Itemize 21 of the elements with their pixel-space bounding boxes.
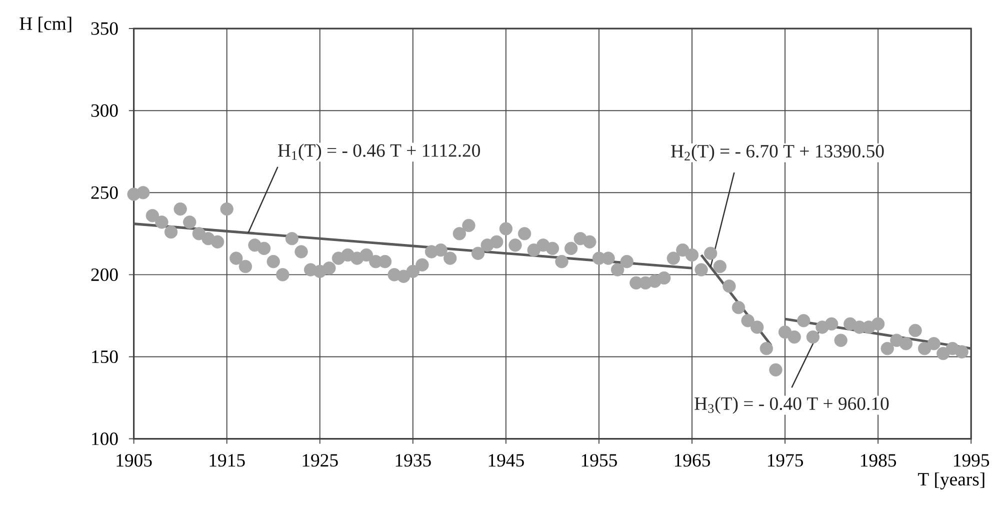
x-axis-title: T [years] <box>918 472 984 490</box>
y-tick-label: 150 <box>92 350 118 364</box>
x-tick-label: 1915 <box>210 454 245 467</box>
y-tick-label: 250 <box>91 186 118 200</box>
x-tick-label: 1975 <box>768 454 803 467</box>
x-tick-label: 1925 <box>302 454 338 467</box>
x-tick-label: 1985 <box>861 454 896 467</box>
x-tick-label: 1995 <box>954 454 990 467</box>
x-tick-label: 1945 <box>488 454 524 467</box>
y-tick-label: 100 <box>92 432 118 446</box>
x-tick-label: 1965 <box>674 454 710 467</box>
annotation: H$_{1}$(T) = - 0.46 T + 1112.20 <box>278 144 480 161</box>
x-tick-label: 1935 <box>396 454 431 467</box>
annotation: H$_{2}$(T) = - 6.70 T + 13390.50 <box>671 144 884 162</box>
y-tick-label: 350 <box>91 22 118 36</box>
y-tick-label: 300 <box>91 104 118 118</box>
x-tick-label: 1905 <box>116 454 152 467</box>
x-tick-label: 1955 <box>582 454 617 467</box>
y-axis-title: H [cm] <box>20 16 72 32</box>
y-tick-label: 200 <box>91 268 118 282</box>
annotation: H$_{3}$(T) = - 0.40 T + 960.10 <box>694 396 889 414</box>
